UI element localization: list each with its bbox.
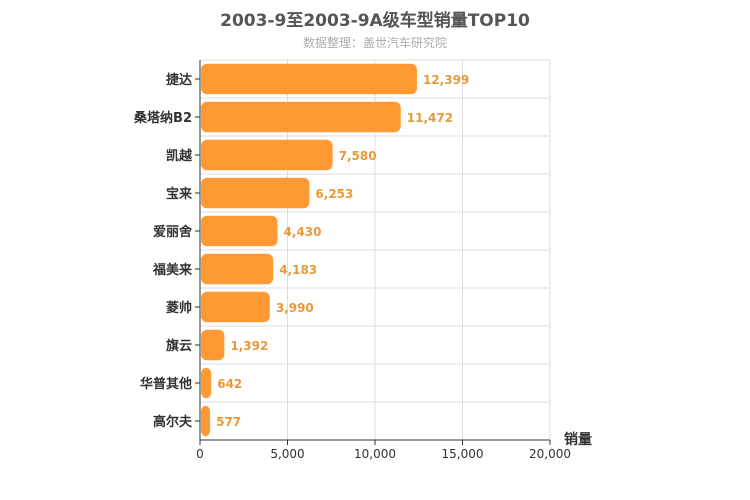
- value-label: 3,990: [276, 301, 314, 315]
- category-label: 桑塔纳B2: [133, 110, 192, 126]
- value-label: 4,183: [279, 263, 317, 277]
- chart-title: 2003-9至2003-9A级车型销量TOP10: [220, 11, 530, 31]
- category-label: 华普其他: [140, 376, 192, 392]
- bar-4: [201, 215, 278, 247]
- x-tick-label: 10,000: [354, 447, 396, 461]
- value-label: 642: [217, 377, 242, 391]
- category-label: 高尔夫: [153, 414, 193, 430]
- bar-0: [201, 63, 417, 95]
- bar-9: [201, 405, 211, 437]
- value-label: 577: [216, 415, 241, 429]
- x-tick-label: 0: [196, 447, 204, 461]
- value-label: 1,392: [230, 339, 268, 353]
- category-label: 菱帅: [166, 300, 192, 316]
- value-label: 7,580: [339, 149, 377, 163]
- value-label: 12,399: [423, 73, 469, 87]
- bar-2: [201, 139, 333, 171]
- category-label: 旗云: [166, 338, 192, 354]
- value-label: 6,253: [315, 187, 353, 201]
- x-tick-label: 15,000: [442, 447, 484, 461]
- x-tick-label: 5,000: [270, 447, 304, 461]
- category-label: 凯越: [166, 148, 193, 164]
- value-label: 11,472: [407, 111, 453, 125]
- category-label: 爱丽舍: [153, 224, 193, 240]
- bar-8: [201, 367, 212, 399]
- x-axis-title: 销量: [564, 431, 592, 448]
- category-label: 宝来: [166, 186, 193, 202]
- bar-7: [201, 329, 225, 361]
- chart-subtitle: 数据整理：盖世汽车研究院: [302, 36, 447, 50]
- x-tick-label: 20,000: [529, 447, 571, 461]
- bar-3: [201, 177, 310, 209]
- value-label: 4,430: [284, 225, 322, 239]
- category-label: 福美来: [152, 262, 193, 278]
- bar-1: [201, 101, 401, 133]
- bar-5: [201, 253, 274, 285]
- bar-6: [201, 291, 270, 323]
- category-label: 捷达: [166, 72, 192, 88]
